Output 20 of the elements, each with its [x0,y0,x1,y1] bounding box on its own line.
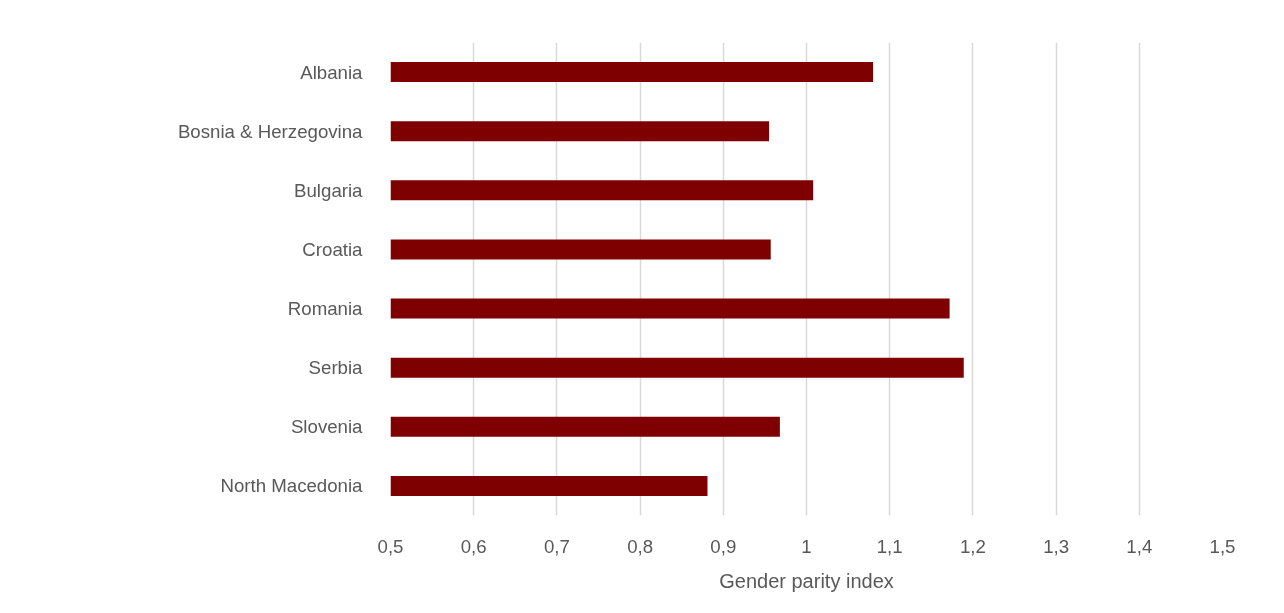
y-tick-label: Bosnia & Herzegovina [177,120,364,142]
x-tick-label: 1,1 [876,535,903,557]
x-axis-title: Gender parity index [719,569,894,592]
x-tick-label: 1,2 [959,535,986,557]
y-tick-label: Croatia [302,238,364,260]
x-tick-label: 1,5 [1209,535,1236,557]
y-tick-label: Albania [300,61,364,83]
x-tick-label: 0,5 [377,535,404,557]
y-tick-label: Slovenia [290,416,364,438]
x-tick-label: 0,6 [460,535,487,557]
y-tick-label: Bulgaria [294,179,364,201]
y-tick-label: Romania [287,298,364,320]
x-tick-label: 0,8 [627,535,654,557]
x-tick-label: 1 [801,535,812,557]
x-tick-label: 0,7 [543,535,570,557]
y-tick-label: North Macedonia [220,475,364,497]
x-tick-label: 1,4 [1126,535,1153,557]
x-tick-label: 1,3 [1043,535,1070,557]
y-tick-label: Serbia [308,357,364,379]
x-tick-label: 0,9 [710,535,737,557]
